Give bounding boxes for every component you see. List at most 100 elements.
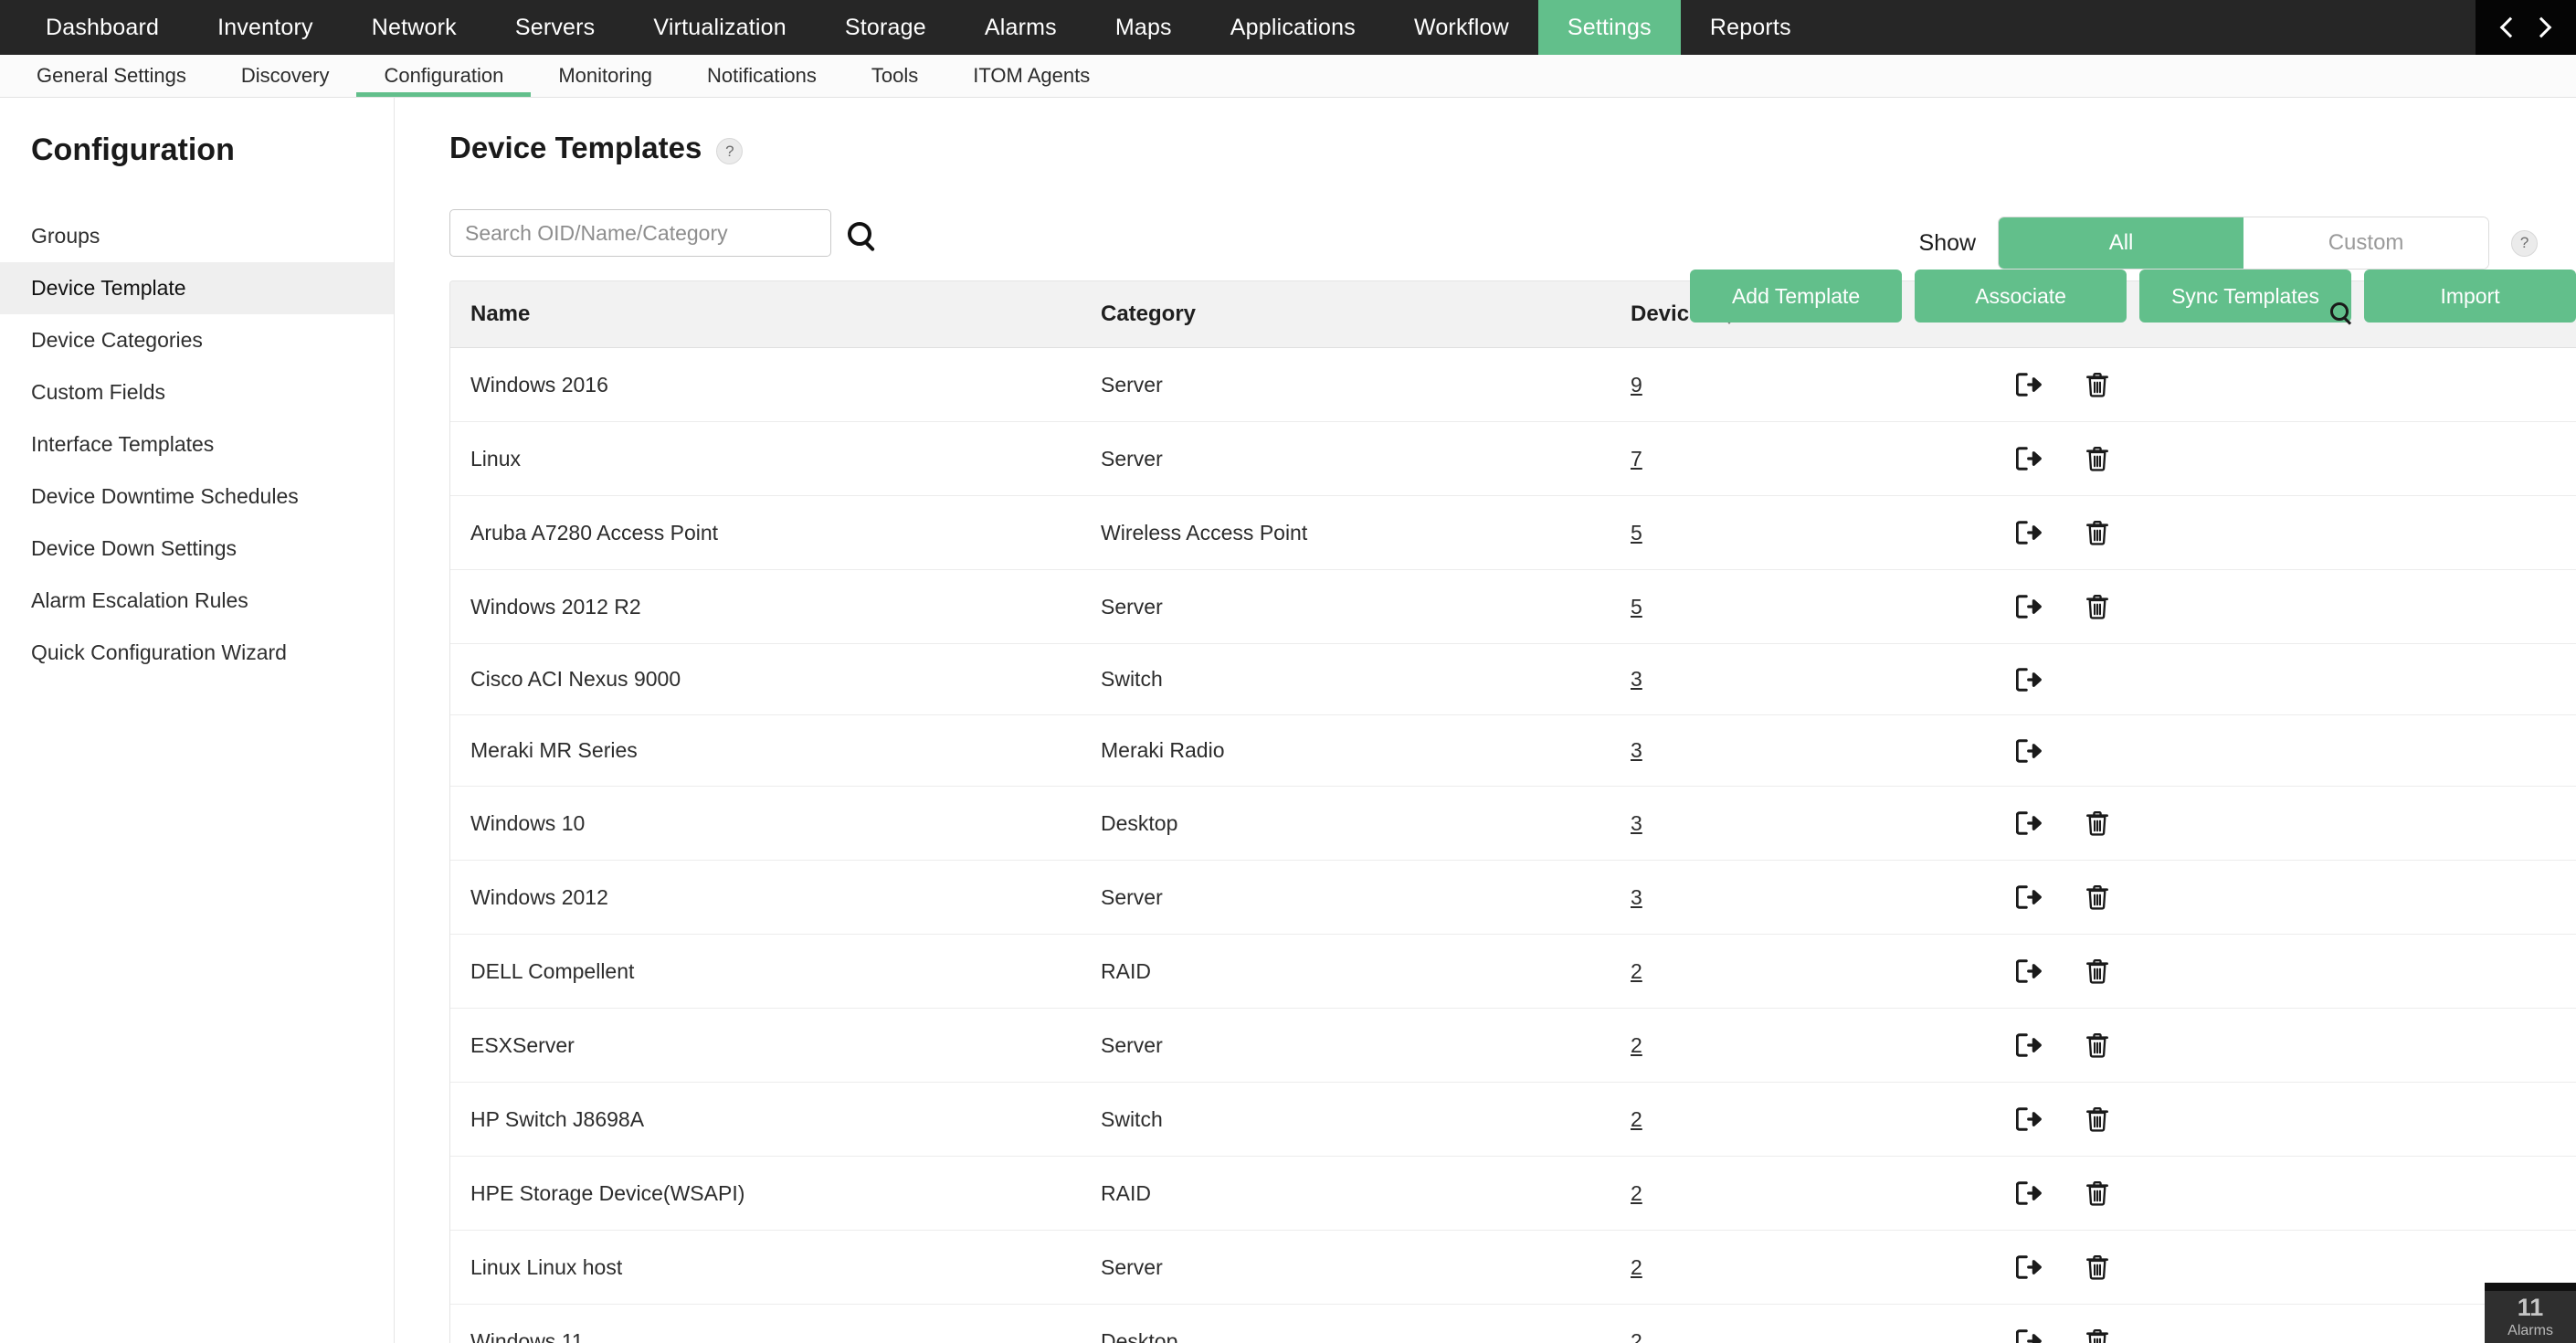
- device-count-link[interactable]: 3: [1631, 738, 1642, 762]
- export-icon[interactable]: [2016, 959, 2043, 983]
- table-row[interactable]: ESXServer Server 2: [450, 1008, 2576, 1083]
- device-count-link[interactable]: 2: [1631, 1106, 1642, 1131]
- delete-icon[interactable]: [2085, 371, 2109, 398]
- sidebar-item-device-template[interactable]: Device Template: [0, 262, 394, 314]
- help-icon[interactable]: ?: [716, 138, 744, 164]
- subnav-item-tools[interactable]: Tools: [871, 64, 919, 87]
- device-count-link[interactable]: 2: [1631, 1180, 1642, 1205]
- delete-icon[interactable]: [2085, 593, 2109, 620]
- table-row[interactable]: Aruba A7280 Access Point Wireless Access …: [450, 495, 2576, 570]
- export-icon[interactable]: [2016, 1329, 2043, 1343]
- show-custom-button[interactable]: Custom: [2243, 217, 2489, 269]
- row-action-icons: [2011, 519, 2576, 546]
- export-icon[interactable]: [2016, 1255, 2043, 1279]
- device-count-link[interactable]: 2: [1631, 1032, 1642, 1057]
- delete-icon[interactable]: [2085, 519, 2109, 546]
- export-icon[interactable]: [2016, 1107, 2043, 1131]
- sidebar-item-groups[interactable]: Groups: [31, 224, 100, 248]
- chevron-left-icon[interactable]: [2499, 16, 2521, 38]
- associate-button[interactable]: Associate: [1915, 270, 2127, 323]
- sidebar-item-interface-templates[interactable]: Interface Templates: [31, 432, 215, 456]
- chevron-right-icon[interactable]: [2530, 16, 2552, 38]
- device-count-link[interactable]: 2: [1631, 1254, 1642, 1279]
- subnav-item-discovery[interactable]: Discovery: [240, 64, 330, 87]
- sync-templates-button[interactable]: Sync Templates: [2139, 270, 2352, 323]
- export-icon[interactable]: [2016, 521, 2043, 545]
- subnav-item-configuration[interactable]: Configuration: [356, 55, 532, 97]
- sidebar-item-alarm-escalation-rules[interactable]: Alarm Escalation Rules: [31, 588, 248, 612]
- sidebar-item-quick-configuration-wizard[interactable]: Quick Configuration Wizard: [31, 640, 287, 664]
- export-icon[interactable]: [2016, 885, 2043, 909]
- subnav-item-monitoring[interactable]: Monitoring: [558, 64, 653, 87]
- device-count-link[interactable]: 3: [1631, 667, 1642, 691]
- table-search-icon[interactable]: [2330, 302, 2349, 321]
- topnav-item-workflow[interactable]: Workflow: [1413, 14, 1509, 40]
- device-count-link[interactable]: 5: [1631, 594, 1642, 619]
- delete-icon[interactable]: [2085, 809, 2109, 837]
- topnav-item-maps[interactable]: Maps: [1114, 14, 1172, 40]
- export-icon[interactable]: [2016, 667, 2043, 692]
- table-row[interactable]: Cisco ACI Nexus 9000 Switch 3: [450, 643, 2576, 715]
- topnav-item-settings[interactable]: Settings: [1537, 0, 1681, 55]
- topnav-item-inventory[interactable]: Inventory: [217, 14, 313, 40]
- table-row[interactable]: Linux Server 7: [450, 421, 2576, 496]
- export-icon[interactable]: [2016, 1181, 2043, 1205]
- device-count-link[interactable]: 9: [1631, 372, 1642, 397]
- delete-icon[interactable]: [2085, 445, 2109, 472]
- show-all-button[interactable]: All: [1999, 217, 2244, 269]
- topnav-item-reports[interactable]: Reports: [1709, 14, 1791, 40]
- export-icon[interactable]: [2016, 738, 2043, 763]
- device-count-link[interactable]: 2: [1631, 958, 1642, 983]
- topnav-item-storage[interactable]: Storage: [844, 14, 926, 40]
- topnav-item-alarms[interactable]: Alarms: [984, 14, 1057, 40]
- sidebar-item-device-downtime-schedules[interactable]: Device Downtime Schedules: [31, 484, 299, 508]
- table-row[interactable]: DELL Compellent RAID 2: [450, 934, 2576, 1009]
- import-button[interactable]: Import: [2364, 270, 2576, 323]
- topnav-item-applications[interactable]: Applications: [1230, 14, 1356, 40]
- alarm-badge[interactable]: 11 Alarms: [2485, 1283, 2576, 1343]
- subnav-item-notifications[interactable]: Notifications: [707, 64, 817, 87]
- topnav-item-virtualization[interactable]: Virtualization: [653, 14, 787, 40]
- delete-icon[interactable]: [2085, 1327, 2109, 1343]
- delete-icon[interactable]: [2085, 883, 2109, 911]
- table-row[interactable]: Windows 10 Desktop 3: [450, 786, 2576, 861]
- column-header-name[interactable]: Name: [450, 281, 1081, 348]
- table-row[interactable]: Windows 11 Desktop 2: [450, 1304, 2576, 1343]
- table-row[interactable]: Windows 2016 Server 9: [450, 347, 2576, 422]
- table-row[interactable]: HP Switch J8698A Switch 2: [450, 1082, 2576, 1157]
- show-help-icon[interactable]: ?: [2511, 229, 2539, 257]
- main-content: Device Templates ? Add Template Associat…: [395, 98, 2576, 1343]
- device-count-link[interactable]: 2: [1631, 1328, 1642, 1343]
- subnav-item-general-settings[interactable]: General Settings: [37, 64, 186, 87]
- search-icon[interactable]: [848, 222, 871, 246]
- delete-icon[interactable]: [2085, 1105, 2109, 1133]
- table-row[interactable]: Meraki MR Series Meraki Radio 3: [450, 714, 2576, 787]
- topnav-item-servers[interactable]: Servers: [514, 14, 596, 40]
- table-row[interactable]: Windows 2012 Server 3: [450, 860, 2576, 935]
- sidebar-item-custom-fields[interactable]: Custom Fields: [31, 380, 165, 404]
- device-count-link[interactable]: 3: [1631, 884, 1642, 909]
- search-input[interactable]: [449, 209, 831, 257]
- column-header-category[interactable]: Category: [1081, 281, 1610, 348]
- topnav-item-network[interactable]: Network: [371, 14, 457, 40]
- add-template-button[interactable]: Add Template: [1690, 270, 1903, 323]
- export-icon[interactable]: [2016, 595, 2043, 619]
- export-icon[interactable]: [2016, 447, 2043, 471]
- sidebar-item-device-categories[interactable]: Device Categories: [31, 328, 203, 352]
- delete-icon[interactable]: [2085, 1253, 2109, 1281]
- delete-icon[interactable]: [2085, 957, 2109, 985]
- export-icon[interactable]: [2016, 1033, 2043, 1057]
- delete-icon[interactable]: [2085, 1031, 2109, 1059]
- device-count-link[interactable]: 7: [1631, 446, 1642, 471]
- table-row[interactable]: Linux Linux host Server 2: [450, 1230, 2576, 1305]
- device-count-link[interactable]: 5: [1631, 520, 1642, 545]
- topnav-item-dashboard[interactable]: Dashboard: [46, 14, 160, 40]
- table-row[interactable]: Windows 2012 R2 Server 5: [450, 569, 2576, 644]
- export-icon[interactable]: [2016, 811, 2043, 835]
- export-icon[interactable]: [2016, 373, 2043, 397]
- delete-icon[interactable]: [2085, 1179, 2109, 1207]
- table-row[interactable]: HPE Storage Device(WSAPI) RAID 2: [450, 1156, 2576, 1231]
- sidebar-item-device-down-settings[interactable]: Device Down Settings: [31, 536, 237, 560]
- device-count-link[interactable]: 3: [1631, 810, 1642, 835]
- subnav-item-itom-agents[interactable]: ITOM Agents: [973, 64, 1091, 87]
